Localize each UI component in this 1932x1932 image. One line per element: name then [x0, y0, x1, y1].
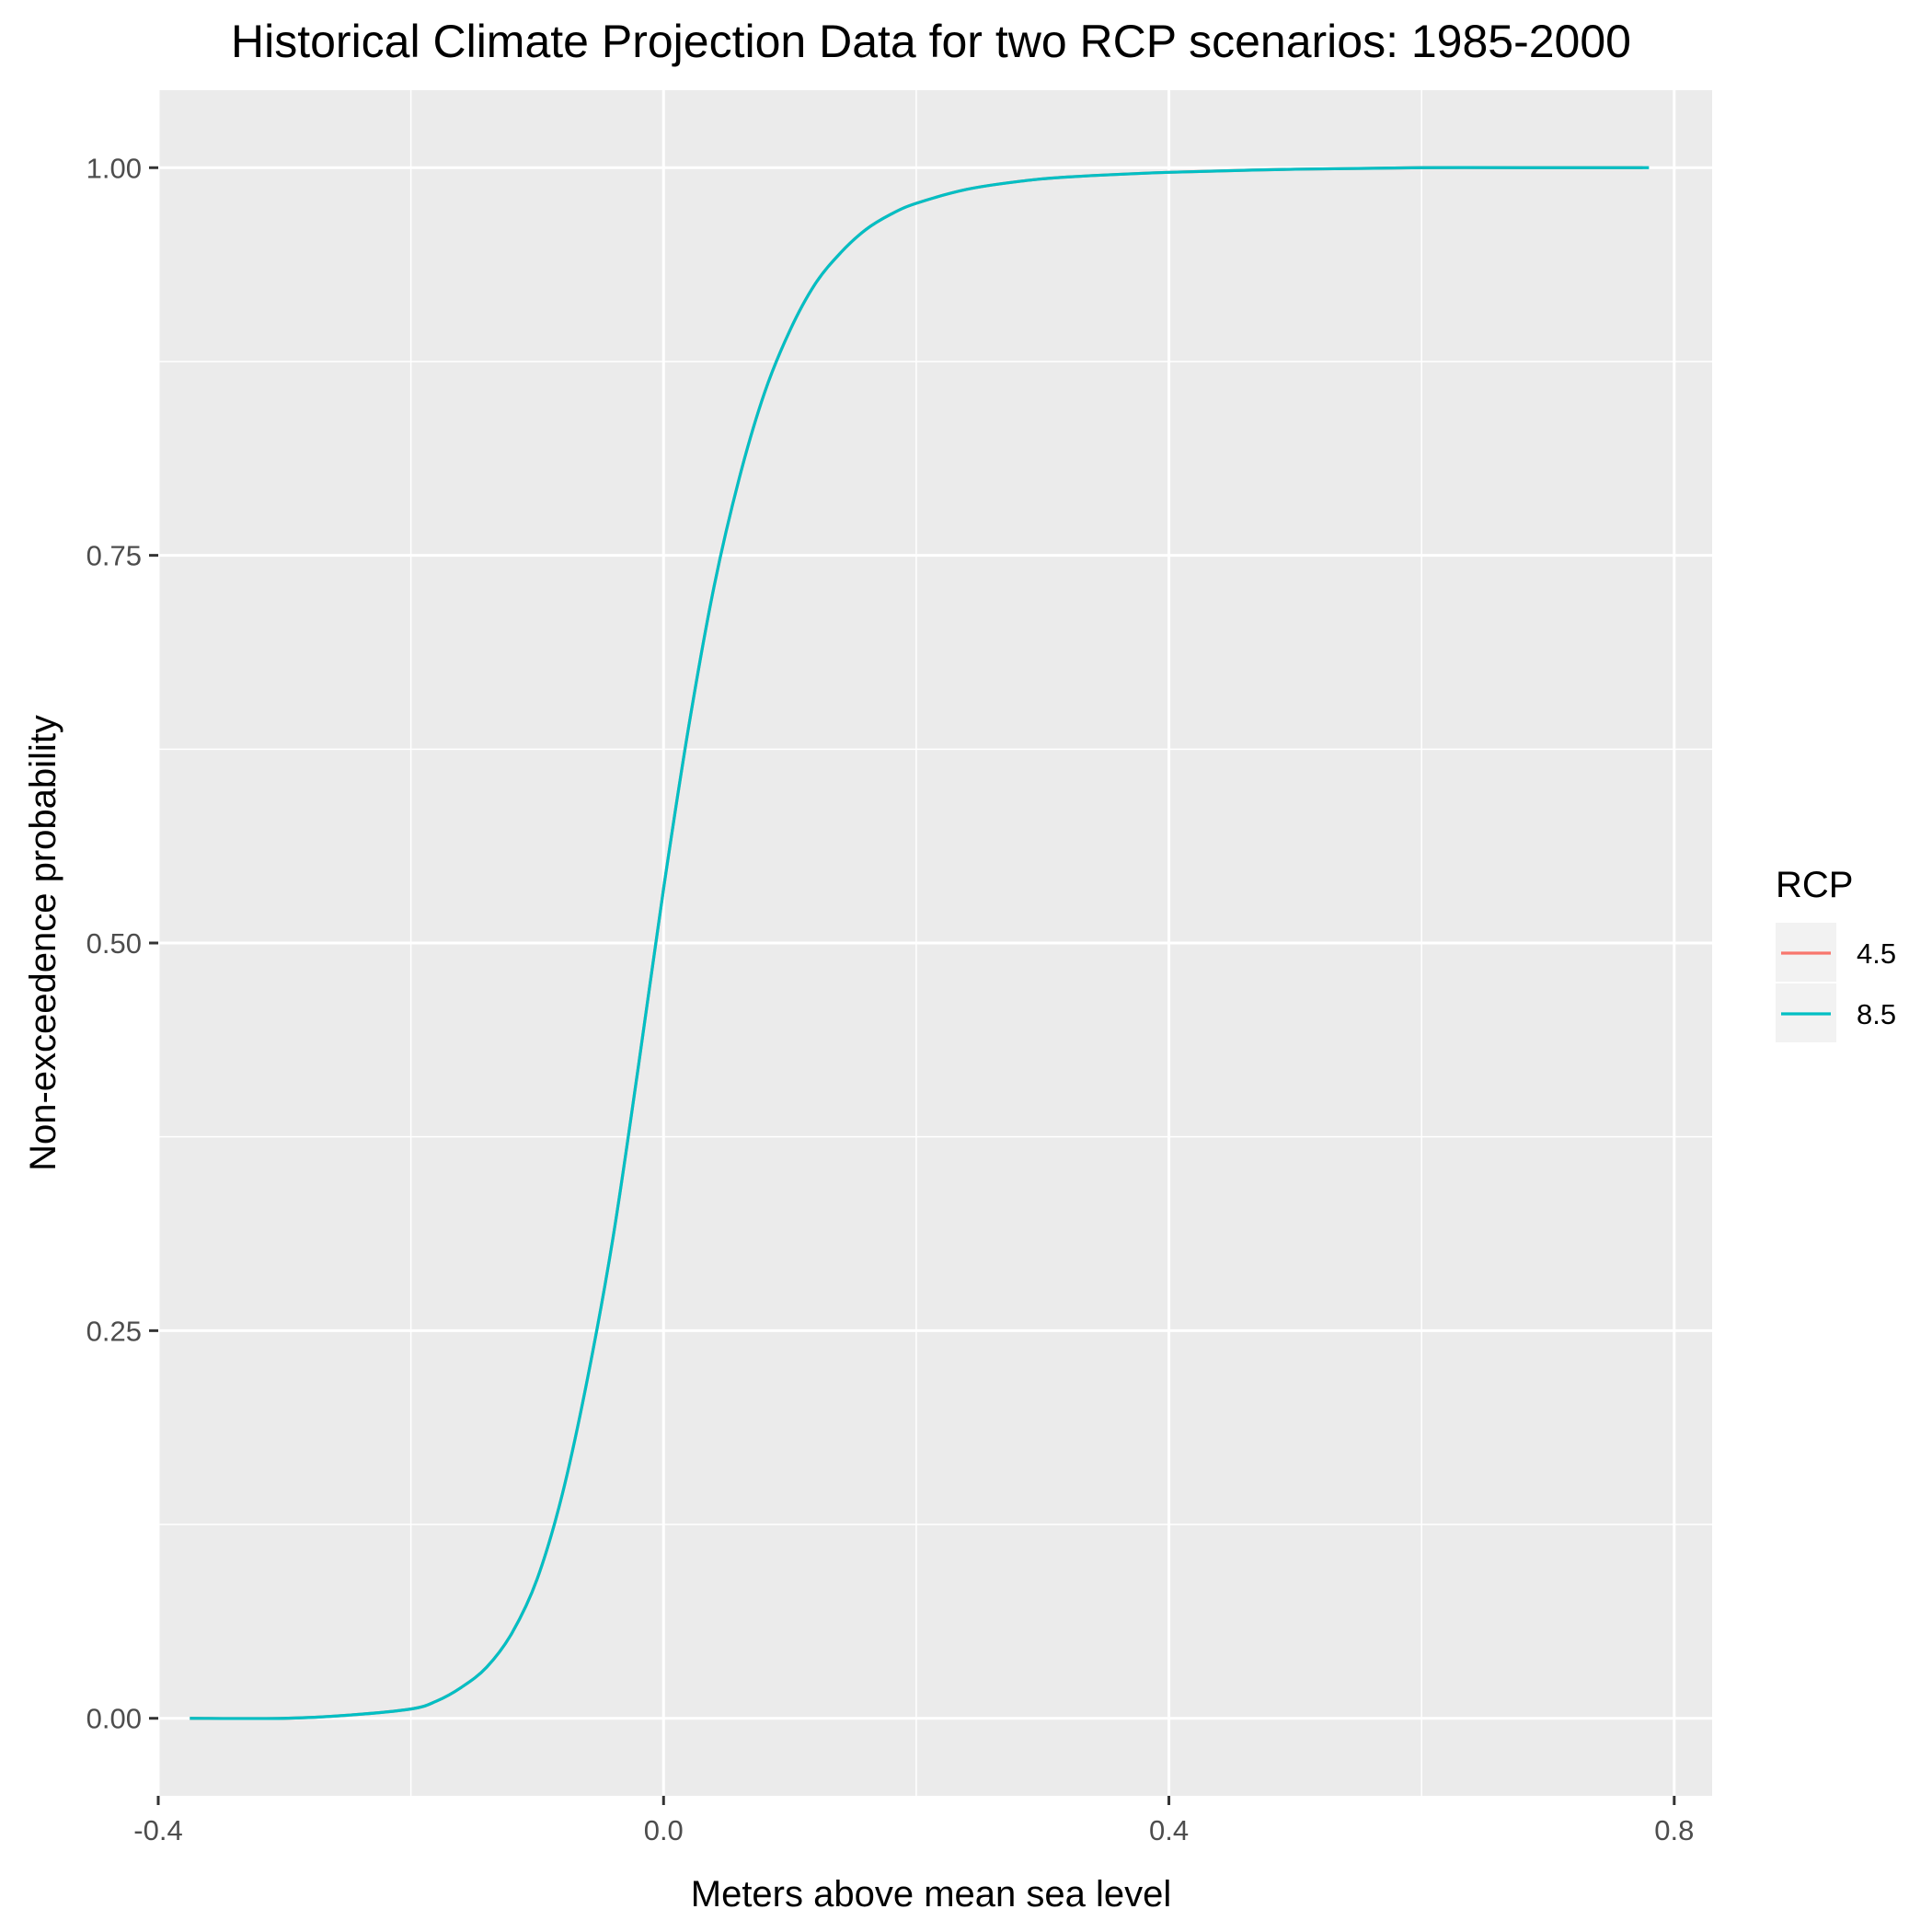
legend-label-4-5: 4.5: [1857, 937, 1896, 970]
x-tick-label: 0.8: [1654, 1814, 1694, 1846]
x-axis-label: Meters above mean sea level: [691, 1874, 1172, 1915]
chart-title: Historical Climate Projection Data for t…: [231, 16, 1631, 67]
x-tick-label: -0.4: [133, 1814, 182, 1846]
y-axis-label: Non-exceedence probability: [23, 715, 63, 1171]
series-line-8-5: [190, 166, 1650, 1720]
y-tick-label: 0.75: [86, 540, 142, 572]
series-lines: [190, 166, 1650, 1720]
y-tick-label: 0.00: [86, 1703, 142, 1735]
legend-items: 4.5 8.5: [1776, 923, 1896, 1042]
legend-title: RCP: [1776, 865, 1853, 905]
grid-major: [156, 90, 1712, 1796]
x-tick-label: 0.4: [1149, 1814, 1189, 1846]
y-tick-label: 0.25: [86, 1315, 142, 1347]
x-axis: -0.4 0.0 0.4 0.8: [133, 1796, 1694, 1846]
y-tick-label: 0.50: [86, 927, 142, 960]
legend-label-8-5: 8.5: [1857, 998, 1896, 1030]
x-tick-label: 0.0: [644, 1814, 684, 1846]
legend: RCP 4.5 8.5: [1776, 865, 1896, 1042]
y-axis: 0.00 0.25 0.50 0.75 1.00: [86, 152, 158, 1735]
y-tick-label: 1.00: [86, 152, 142, 184]
